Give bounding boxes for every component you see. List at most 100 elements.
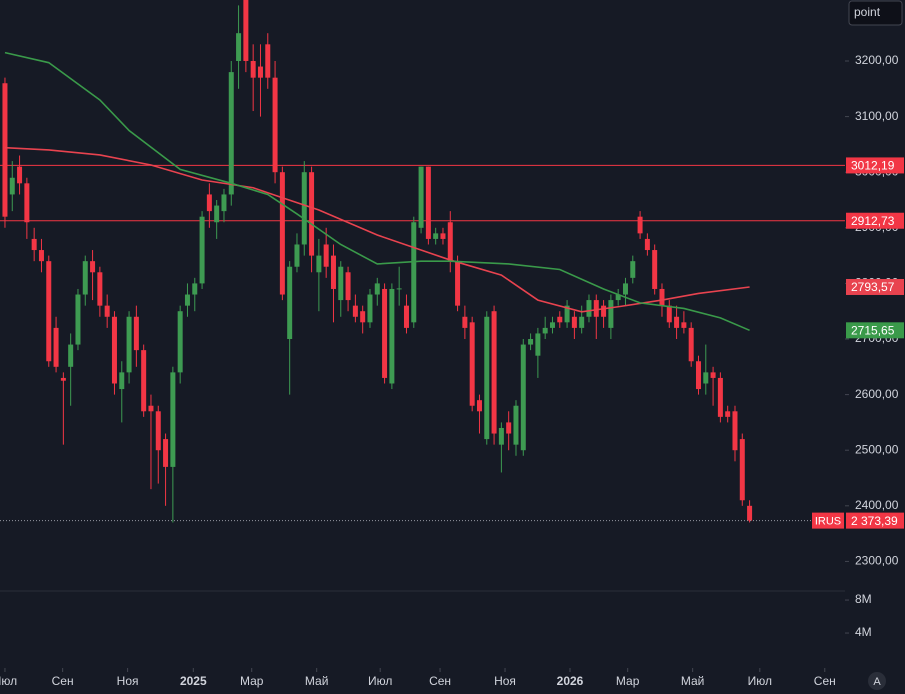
candle-body — [586, 300, 592, 317]
candle-body — [593, 300, 599, 317]
candle-body — [630, 261, 636, 278]
moving-average — [4, 51, 750, 332]
candle-body — [250, 60, 256, 78]
level-badge-label: 3012,19 — [851, 159, 895, 173]
candle-body — [155, 411, 161, 451]
candle-body — [425, 166, 431, 239]
level-badge — [846, 157, 904, 174]
candle-body — [498, 427, 504, 445]
candle-body — [236, 33, 242, 61]
ma-badge-label: 2715,65 — [851, 323, 895, 337]
level-badge-label: 2912,73 — [851, 214, 895, 228]
candle-body — [506, 422, 512, 434]
symbol-label: IRUS — [815, 516, 841, 528]
candle-body — [192, 283, 198, 295]
candle-body — [60, 377, 66, 381]
x-tick-label: Сен — [52, 674, 74, 688]
candle-body — [17, 166, 23, 184]
x-tick-label: Сен — [429, 674, 451, 688]
y-tick-label: 2300,00 — [855, 554, 899, 568]
candle-body — [725, 411, 731, 417]
auto-scale-button[interactable]: A — [868, 672, 886, 690]
candle-body — [447, 222, 453, 262]
candle-body — [469, 322, 475, 406]
candle-body — [309, 172, 315, 256]
candle-body — [571, 316, 577, 328]
y-tick-label: 3200,00 — [855, 53, 899, 67]
candle-body — [82, 261, 88, 295]
candle-body — [564, 305, 570, 323]
candle-body — [703, 372, 709, 384]
candle-body — [24, 183, 30, 223]
candle-body — [513, 405, 519, 445]
candle-body — [622, 283, 628, 295]
x-tick-label: Ноя — [117, 674, 139, 688]
candle-body — [732, 411, 738, 451]
x-tick-label: Май — [681, 674, 705, 688]
candle-body — [97, 272, 103, 306]
candle-body — [257, 66, 263, 78]
candle-body — [301, 172, 307, 245]
candle-body — [31, 238, 37, 251]
candle-body — [221, 194, 227, 212]
toolbar-label[interactable]: point — [854, 5, 881, 19]
x-tick-label: 2025 — [180, 674, 207, 688]
ma-badge — [846, 278, 904, 295]
candle-body — [352, 305, 358, 317]
candle-body — [688, 327, 694, 362]
candle-body — [2, 83, 8, 217]
candle-body — [272, 77, 278, 173]
candle-body — [323, 244, 329, 267]
candle-body — [637, 216, 643, 234]
candle-body — [389, 288, 395, 384]
last-price-badge — [846, 512, 904, 529]
candle-body — [68, 344, 74, 367]
last-price-badge-label: 2 373,39 — [851, 514, 898, 528]
candle-body — [170, 372, 176, 467]
candle-body — [141, 350, 147, 412]
candle-body — [104, 305, 110, 317]
candle-body — [360, 311, 366, 323]
x-tick-label: Мар — [240, 674, 264, 688]
x-tick-label: Сен — [814, 674, 836, 688]
candle-body — [666, 305, 672, 323]
candle-body — [484, 316, 490, 440]
candle-body — [411, 222, 417, 323]
candle-body — [710, 372, 716, 378]
plot-area — [0, 0, 845, 523]
candle-body — [111, 316, 117, 384]
candle-body — [491, 311, 497, 434]
y-tick-label: 2500,00 — [855, 442, 899, 456]
candle-body — [206, 194, 212, 212]
candle-body — [126, 316, 132, 373]
candle-body — [535, 333, 541, 356]
candle-body — [316, 255, 322, 273]
candle-body — [199, 216, 205, 284]
candle-body — [184, 294, 190, 306]
y-tick-label: 3100,00 — [855, 109, 899, 123]
auto-label[interactable]: A — [873, 676, 881, 688]
toolbar-button[interactable]: point — [848, 0, 903, 26]
ma-badge — [846, 322, 904, 339]
candle-body — [579, 316, 585, 328]
candle-body — [46, 261, 52, 362]
candle-body — [119, 372, 125, 390]
candle-body — [279, 172, 285, 295]
candle-body — [542, 327, 548, 334]
x-tick-label: Мар — [616, 674, 640, 688]
candle-body — [38, 250, 44, 262]
level-badge — [846, 212, 904, 229]
moving-average — [4, 146, 750, 313]
candle-body — [214, 205, 220, 223]
candle-body — [440, 233, 446, 239]
candle-body — [681, 322, 687, 328]
candle-body — [739, 439, 745, 501]
x-tick-label: Июл — [368, 674, 392, 688]
x-tick-label: Июл — [748, 674, 772, 688]
candle-body — [476, 400, 482, 412]
candle-body — [433, 233, 439, 239]
candle-body — [674, 316, 680, 328]
candle-body — [717, 377, 723, 417]
